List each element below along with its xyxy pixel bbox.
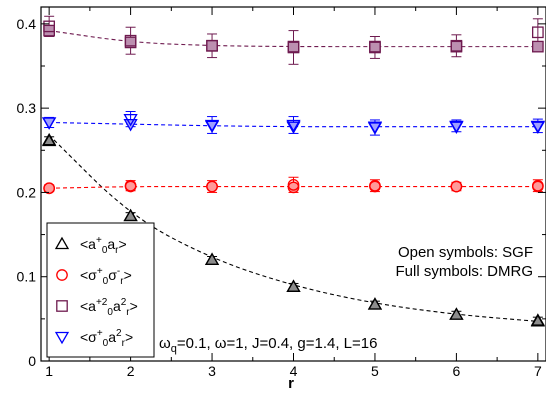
sa2-sgf-point — [204, 119, 220, 133]
a2a2-dmrg-point — [287, 40, 300, 53]
x-tick-label: 1 — [45, 363, 53, 379]
sa2-sgf-point — [123, 113, 138, 127]
aa-fit-line — [48, 134, 538, 322]
a2a2-sgf-point — [450, 39, 463, 52]
aa-sgf-point — [204, 252, 220, 266]
legend-items: <a+0ar> <σ+0σ-r> <a+20a2r> <σ+0a2r> — [54, 235, 138, 349]
ss-dmrg-point — [287, 181, 300, 194]
ss-sgf-point — [206, 180, 218, 193]
a2a2-dmrg-point — [369, 40, 381, 53]
sa2-sgf-point — [449, 120, 464, 134]
aa-sgf-point — [367, 297, 383, 310]
x-axis-title: r — [288, 375, 294, 392]
legend-ss-label: <σ+0σ-r> — [80, 266, 132, 287]
sa2-fit-line — [49, 121, 538, 128]
legend-sa2-label: <σ+0a2r> — [80, 328, 133, 349]
y-tick-label: 0.3 — [17, 100, 37, 116]
legend-ss-marker — [56, 269, 68, 281]
a2a2-sgf-point — [124, 34, 137, 47]
x-axis: 1 2 3 4 5 6 7 — [45, 7, 542, 379]
y-tick-label: 0.4 — [17, 16, 37, 32]
data-markers — [42, 20, 545, 327]
a2a2-dmrg-point — [43, 24, 55, 37]
a2a2-sgf-point — [369, 41, 381, 54]
legend-aa-marker — [54, 236, 70, 250]
ss-sgf-point — [369, 179, 381, 192]
y-tick-label: 0.1 — [17, 269, 37, 285]
legend: <a+0ar> <σ+0σ-r> <a+20a2r> <σ+0a2r> — [46, 222, 155, 358]
legend-box — [46, 222, 155, 358]
a2a2-dmrg-point — [206, 39, 218, 52]
ss-sgf-point — [43, 182, 55, 195]
sa2-sgf-point — [286, 119, 301, 133]
legend-sa2-marker — [54, 331, 70, 345]
a2a2-dmrg-point — [532, 40, 544, 53]
a2a2-dmrg-point — [450, 40, 463, 53]
a2a2-sgf-point — [43, 20, 55, 33]
y-tick-label: 0 — [28, 353, 36, 369]
fit-lines — [48, 30, 538, 322]
ss-sgf-point — [532, 179, 544, 192]
a2a2-sgf-point — [287, 41, 300, 54]
x-tick-label: 4 — [290, 363, 298, 379]
ss-fit-line — [49, 185, 538, 189]
y-axis: 0 0.1 0.2 0.3 0.4 — [17, 16, 546, 369]
annotation-full-symbols: Full symbols: DMRG — [395, 263, 533, 280]
aa-sgf-point — [449, 307, 464, 320]
aa-sgf-point — [286, 279, 301, 292]
a2a2-sgf-point — [532, 26, 544, 39]
x-tick-label: 2 — [127, 363, 135, 379]
sa2-sgf-point — [367, 122, 383, 135]
aa-sgf-point — [123, 208, 138, 222]
y-tick-label: 0.2 — [17, 184, 37, 200]
aa-sgf-point — [42, 132, 57, 146]
ss-sgf-point — [287, 178, 300, 191]
legend-a2a2-label: <a+20a2r> — [80, 297, 138, 318]
ss-sgf-point — [450, 180, 463, 193]
x-tick-label: 6 — [453, 363, 461, 379]
legend-a2a2-marker — [56, 300, 68, 312]
annotation-open-symbols: Open symbols: SGF — [398, 244, 533, 261]
sa2-sgf-point — [42, 117, 57, 130]
aa-sgf-point — [530, 313, 545, 326]
legend-aa-label: <a+0ar> — [80, 235, 127, 256]
x-tick-label: 7 — [534, 363, 542, 379]
sa2-sgf-point — [530, 120, 545, 134]
ss-sgf-point — [124, 179, 137, 192]
x-tick-label: 3 — [208, 363, 216, 379]
a2a2-sgf-point — [206, 39, 218, 52]
x-tick-label: 5 — [371, 363, 379, 379]
annotation-parameters: ωq=0.1, ω=1, J=0.4, g=1.4, L=16 — [159, 335, 377, 355]
